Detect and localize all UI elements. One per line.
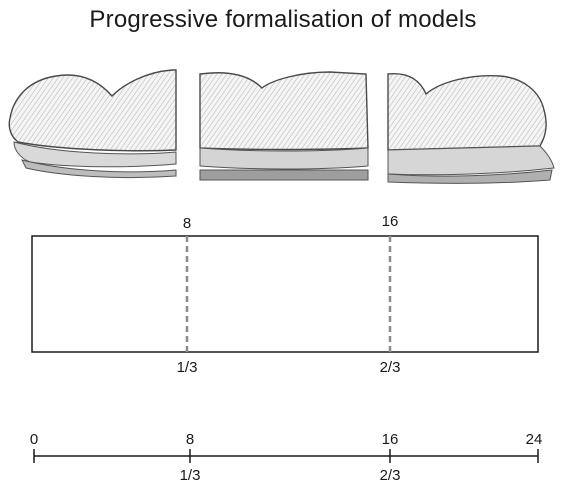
rectangle-bottom-label: 1/3 (177, 359, 198, 376)
number-line-top-label: 8 (186, 431, 194, 448)
rectangle-model: 8 16 1/3 2/3 (31, 213, 539, 376)
rectangle-top-label: 16 (382, 213, 399, 230)
rectangle-bottom-label: 2/3 (380, 359, 401, 376)
number-line-bottom-label: 1/3 (180, 467, 201, 484)
number-line-top-label: 24 (526, 431, 543, 448)
sandwich-piece-left (8, 69, 177, 179)
sandwich-piece-middle (199, 71, 369, 181)
number-line-top-label: 16 (382, 431, 399, 448)
diagram-title: Progressive formalisation of models (89, 6, 477, 33)
sandwich-piece-right (387, 73, 555, 184)
number-line-model: 0 8 16 24 1/3 2/3 (30, 431, 543, 484)
rectangle-top-label: 8 (183, 215, 191, 232)
number-line-bottom-label: 2/3 (380, 467, 401, 484)
model-rectangle (31, 235, 539, 353)
sandwich-illustration (8, 69, 555, 184)
number-line-top-label: 0 (30, 431, 38, 448)
